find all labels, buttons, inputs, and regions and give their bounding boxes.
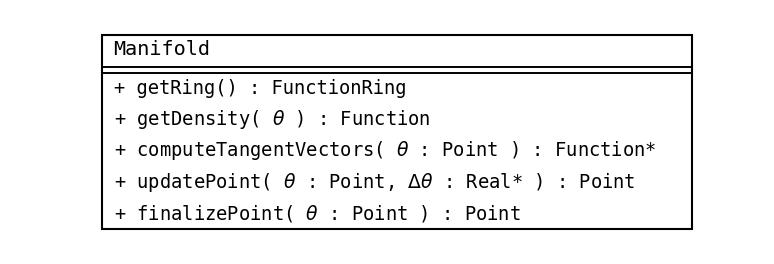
Text: + computeTangentVectors( $\theta$ : Point ) : Function*: + computeTangentVectors( $\theta$ : Poin… [114, 139, 656, 162]
Text: Manifold: Manifold [114, 40, 211, 59]
Text: + getRing() : FunctionRing: + getRing() : FunctionRing [114, 79, 406, 98]
Text: + updatePoint( $\theta$ : Point, $\Delta\theta$ : Real* ) : Point: + updatePoint( $\theta$ : Point, $\Delta… [114, 171, 635, 194]
Text: + getDensity( $\theta$ ) : Function: + getDensity( $\theta$ ) : Function [114, 108, 430, 131]
Text: + finalizePoint( $\theta$ : Point ) : Point: + finalizePoint( $\theta$ : Point ) : Po… [114, 203, 520, 224]
FancyBboxPatch shape [101, 35, 692, 229]
